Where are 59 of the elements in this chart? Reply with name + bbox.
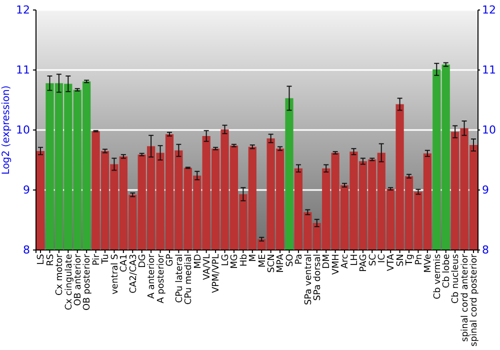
x-tick-label: Tg [405, 254, 416, 266]
y-tick-label: 12 [16, 4, 30, 17]
y-tick-label: 9 [23, 184, 30, 197]
y2-tick-label: 8 [482, 244, 489, 257]
x-tick-label: Cx motor [55, 254, 66, 296]
x-tick-label: SCN [266, 254, 277, 273]
x-tick-label: VTA [386, 253, 397, 272]
x-tick-label: ME [258, 254, 268, 268]
x-tick-label: ventral S [110, 254, 120, 294]
x-tick-label: spinal cord anterior [460, 254, 470, 342]
x-tick-label: A anterior [147, 254, 158, 299]
x-tick-label: MD [193, 254, 204, 269]
x-tick-label: SC [368, 254, 378, 266]
y2-tick-label: 9 [482, 184, 489, 197]
x-tick-label: A posterior [156, 254, 166, 304]
x-tick-label: Cb lobe [442, 254, 452, 288]
x-tick-label: LG [220, 254, 231, 266]
x-tick-label: SN [396, 254, 406, 266]
x-tick-label: MG [230, 254, 240, 269]
x-tick-label: Cb nucleus [451, 254, 462, 304]
x-tick-label: SPa dorsal [313, 254, 324, 301]
y-tick-label: 8 [23, 244, 30, 257]
x-tick-label: Hb [239, 254, 250, 266]
y-axis-title: Log2 (expression) [1, 85, 12, 175]
x-tick-label: Arc [340, 254, 351, 269]
x-tick-label: Pa [294, 254, 305, 265]
y2-tick-label: 12 [482, 4, 496, 17]
x-tick-label: VMH [331, 254, 342, 275]
x-tick-label: M [248, 254, 259, 262]
x-tick-label: DG [138, 254, 148, 268]
x-tick-label: Tu [101, 254, 112, 265]
x-tick-label: spinal cord posterior [470, 254, 480, 346]
x-tick-label: SPa ventral [304, 254, 314, 305]
x-tick-label: CPu medial [184, 254, 194, 305]
x-tick-label: MVe [424, 254, 434, 273]
x-tick-label: VPM/VPL [212, 254, 222, 293]
x-tick-label: Pn [414, 254, 424, 265]
x-tick-label: LH [350, 254, 360, 266]
x-tick-label: OB anterior [74, 254, 84, 306]
x-tick-label: SO [285, 254, 296, 267]
x-tick-label: VA/VL [202, 254, 212, 280]
x-tick-label: Cb vermis [432, 254, 443, 300]
x-tick-label: IC [378, 254, 388, 263]
x-tick-label: PAG [359, 254, 370, 272]
x-tick-label: Pir [92, 254, 102, 266]
x-tick-label: RS [46, 254, 56, 266]
x-tick-label: CPu lateral [174, 254, 185, 303]
x-tick-label: MPA [276, 253, 286, 273]
x-tick-label: OB posterior [82, 254, 93, 311]
y2-tick-label: 10 [482, 124, 496, 137]
x-tick-label: Cx cingulate [64, 254, 74, 310]
x-tick-label: GP [166, 253, 176, 266]
x-tick-label: CA2/CA3 [128, 254, 139, 294]
x-tick-label: CA1 [120, 254, 130, 272]
y-tick-label: 11 [16, 64, 30, 77]
x-tick-label: LS [36, 254, 47, 265]
x-tick-label: DM [322, 254, 332, 269]
y2-tick-label: 11 [482, 64, 496, 77]
y-tick-label: 10 [16, 124, 30, 137]
